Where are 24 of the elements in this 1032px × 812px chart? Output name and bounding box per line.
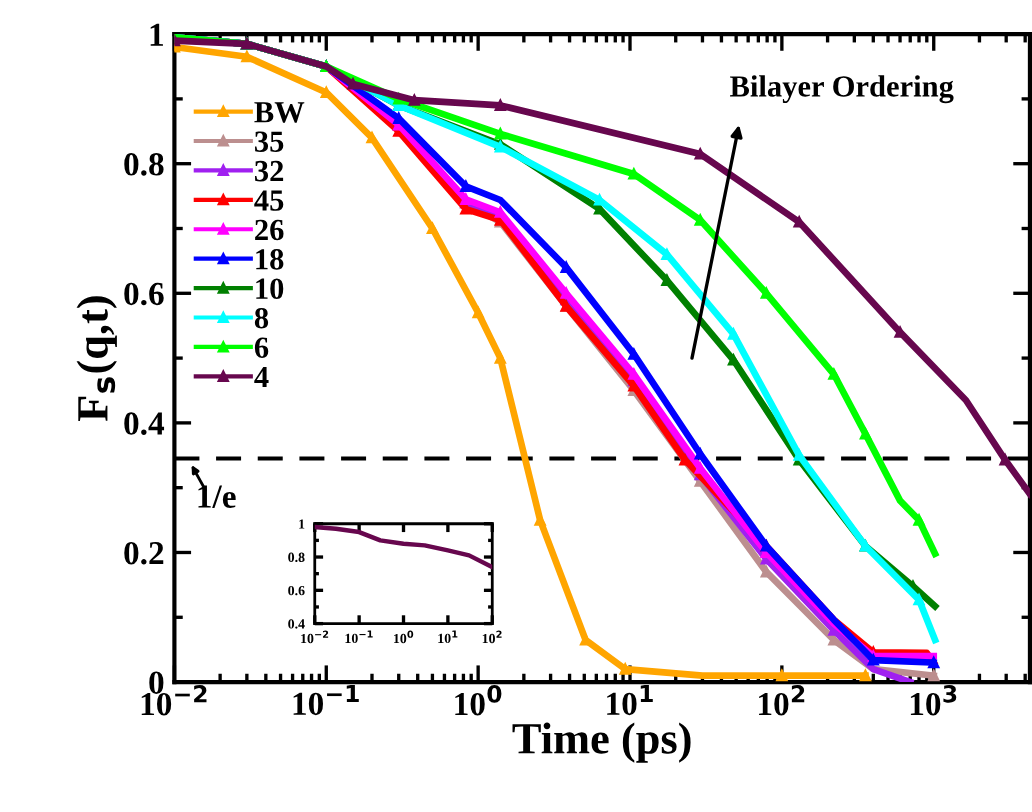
y-axis-title: F$_{s}$(q,t) [76,296,117,422]
x-axis-title: Time (ps) [512,722,691,763]
legend-label: 4 [254,366,269,388]
y-tick-label: 0.8 [124,153,164,176]
legend-label: 45 [254,190,284,211]
legend-label: 32 [255,160,284,182]
legend-label: 10 [256,278,284,300]
y-tick-label: 0.2 [124,541,164,565]
legend-label: BW [254,102,305,123]
legend-label: 35 [255,131,284,152]
legend-label: 1/e [198,485,236,508]
x-tick-label: 10$^{2}$ [759,685,805,716]
y-tick-label: 0.6 [124,282,164,306]
y-tick-label: 0.4 [124,412,165,435]
x-tick-label: 10$^{−1}$ [293,685,359,716]
annotation: Bilayer Ordering [730,75,954,104]
legend-label: 6 [254,337,269,358]
legend-label: 18 [256,249,284,270]
x-tick-label: 10$^{1}$ [607,685,653,716]
legend-label: 8 [254,307,269,329]
legend-label: 26 [255,219,284,241]
y-tick-label: 1 [150,23,163,46]
x-tick-label: 10$^{3}$ [910,685,957,716]
x-tick-label: 10$^{0}$ [455,685,502,716]
